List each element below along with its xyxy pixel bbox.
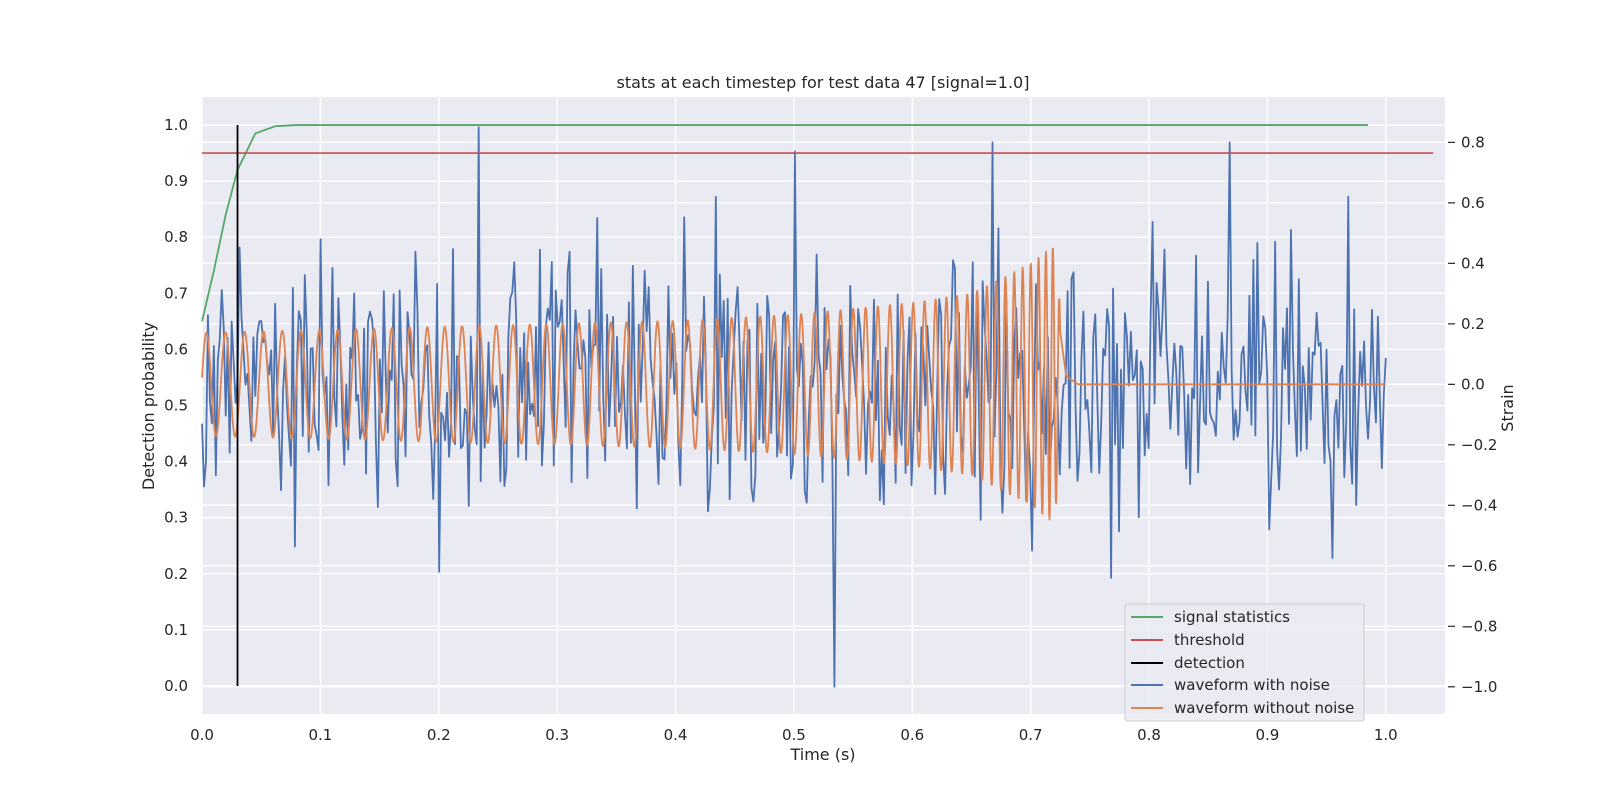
x-tick-label: 0.8	[1137, 726, 1161, 744]
x-tick-label: 0.0	[190, 726, 214, 744]
y-right-tick-label: −0.4	[1461, 496, 1497, 514]
y-left-tick-label: 0.2	[164, 565, 188, 583]
y-right-tick-label: −1.0	[1461, 678, 1497, 696]
y-left-tick-label: 0.7	[164, 284, 188, 302]
series-layer	[201, 124, 1434, 688]
series-line-waveform-with-noise	[201, 126, 1387, 688]
y-left-tick-label: 0.3	[164, 509, 188, 527]
x-tick-label: 0.9	[1255, 726, 1279, 744]
series-line-waveform-without-noise	[201, 247, 1387, 521]
x-axis-ticks: 0.0 0.1 0.2 0.3 0.4 0.5 0.6 0.7 0.8 0.9 1.0	[190, 726, 1398, 744]
y-left-tick-label: 0.9	[164, 172, 188, 190]
y-right-tick-label: 0.0	[1461, 375, 1485, 393]
y-right-tick-label: −0.8	[1461, 617, 1497, 635]
y-left-tick-label: 0.0	[164, 677, 188, 695]
y-left-tick-label: 1.0	[164, 116, 188, 134]
legend-label-threshold: threshold	[1174, 631, 1245, 649]
legend: signal statistics threshold detection wa…	[1124, 603, 1365, 722]
y-axis-left-ticks: 0.0 0.1 0.2 0.3 0.4 0.5 0.6 0.7 0.8 0.9 1.0	[164, 116, 188, 695]
y-axis-left-label: Detection probability	[139, 322, 158, 490]
legend-label-detection: detection	[1174, 654, 1245, 672]
y-axis-right-label: Strain	[1498, 384, 1517, 431]
x-tick-label: 0.1	[308, 726, 332, 744]
y-left-tick-label: 0.6	[164, 340, 188, 358]
y-right-tick-label: −0.6	[1461, 557, 1497, 575]
y-right-tick-label: 0.4	[1461, 254, 1485, 272]
y-left-tick-label: 0.1	[164, 621, 188, 639]
y-axis-right-ticks: −1.0 −0.8 −0.6 −0.4 −0.2 0.0 0.2 0.4 0.6 0.8	[1448, 133, 1497, 696]
legend-label-waveform-with-noise: waveform with noise	[1174, 676, 1330, 694]
legend-label-waveform-without-noise: waveform without noise	[1174, 699, 1354, 717]
x-tick-label: 0.5	[782, 726, 806, 744]
x-tick-label: 0.3	[545, 726, 569, 744]
x-axis-label: Time (s)	[789, 745, 855, 764]
x-tick-label: 0.2	[427, 726, 451, 744]
legend-label-signal-statistics: signal statistics	[1174, 608, 1290, 626]
y-left-tick-label: 0.5	[164, 397, 188, 415]
x-tick-label: 0.7	[1019, 726, 1043, 744]
x-tick-label: 0.6	[900, 726, 924, 744]
legend-box	[1124, 603, 1365, 722]
x-tick-label: 0.4	[664, 726, 688, 744]
y-right-tick-label: 0.2	[1461, 315, 1485, 333]
y-left-tick-label: 0.4	[164, 453, 188, 471]
y-right-tick-label: 0.8	[1461, 133, 1485, 151]
y-left-tick-label: 0.8	[164, 228, 188, 246]
x-tick-label: 1.0	[1374, 726, 1398, 744]
series-line-signal-statistics	[201, 124, 1369, 322]
y-right-tick-label: 0.6	[1461, 194, 1485, 212]
y-right-tick-label: −0.2	[1461, 436, 1497, 454]
chart-title: stats at each timestep for test data 47 …	[617, 73, 1030, 92]
